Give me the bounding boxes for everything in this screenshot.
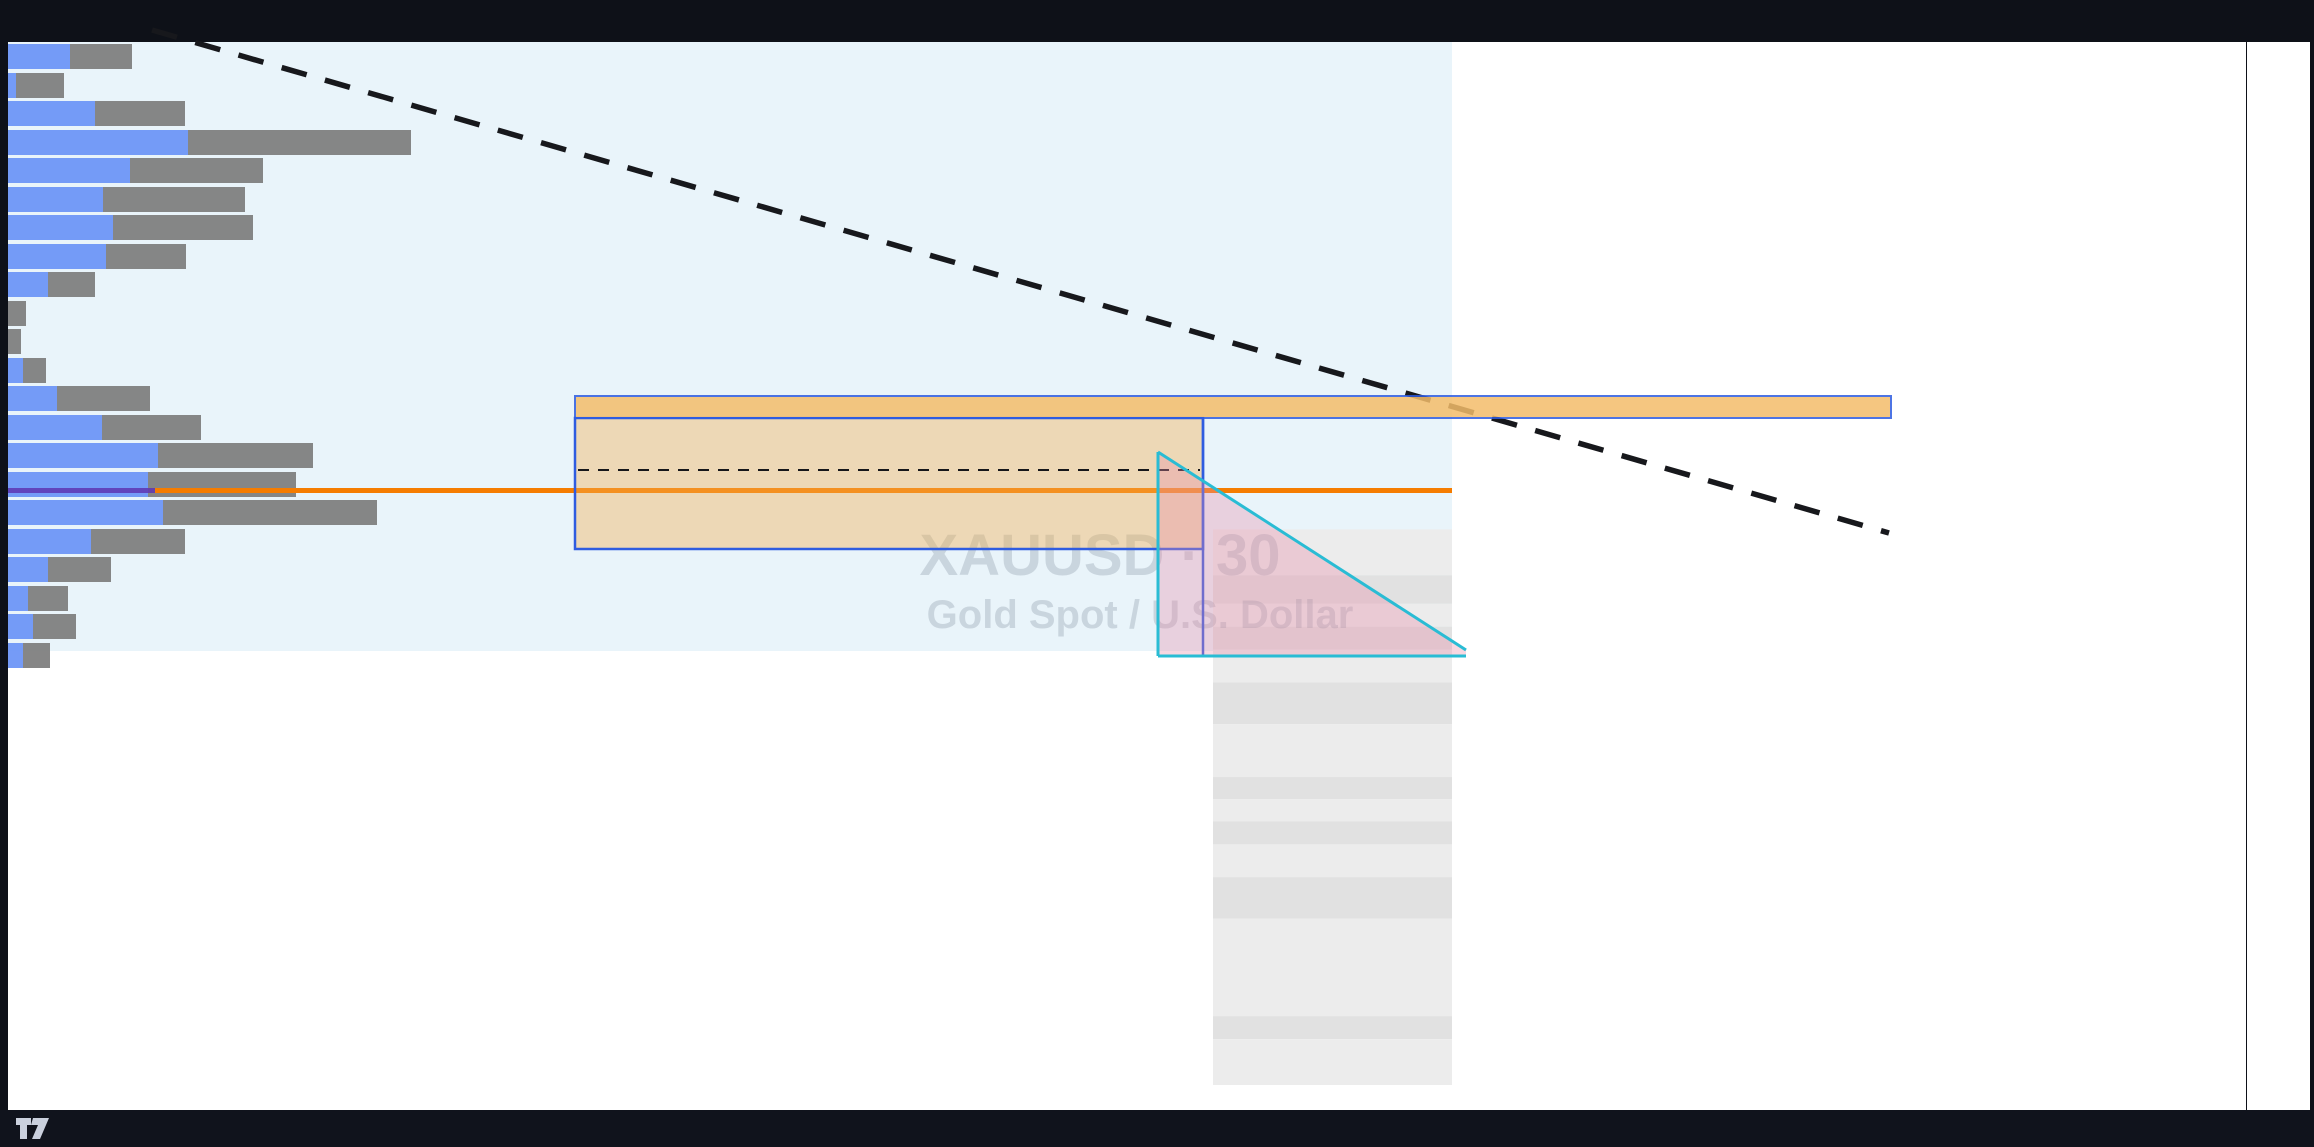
volume-profile-bar-gray — [23, 358, 46, 383]
fib-extension-stripe — [1213, 1039, 1452, 1085]
volume-profile-bar-gray — [95, 101, 185, 126]
fib-extension-stripe — [1213, 529, 1452, 576]
descending-trendline[interactable] — [151, 27, 1890, 536]
volume-profile-bar-gray — [33, 614, 76, 639]
fib-extension-stripe — [1213, 777, 1452, 800]
volume-profile-bar-gray — [23, 643, 50, 668]
volume-profile-bar-gray — [163, 500, 377, 525]
volume-profile-bar-gray — [91, 529, 185, 554]
footer — [0, 1110, 2314, 1147]
volume-profile-bar-gray — [28, 586, 68, 611]
volume-profile-bar-blue — [8, 386, 57, 411]
volume-profile-bar-gray — [16, 73, 64, 98]
fib-extension-stripe — [1213, 575, 1452, 604]
volume-profile-bar-blue — [8, 614, 33, 639]
fib-extension-stripe — [1213, 844, 1452, 878]
volume-profile-bar-gray — [106, 244, 186, 269]
volume-profile-bar-blue — [8, 130, 188, 155]
volume-profile-bar-blue — [8, 643, 23, 668]
volume-profile-bar-blue — [8, 272, 48, 297]
poc-line-purple[interactable] — [8, 488, 155, 493]
fib-extension-stripe — [1213, 877, 1452, 919]
volume-profile-bar-blue — [8, 557, 48, 582]
volume-profile-bar-gray — [102, 415, 201, 440]
zone-band-4,098.758[interactable] — [574, 395, 1892, 419]
fib-extension-stripe — [1213, 603, 1452, 627]
fib-extension-stripe — [1213, 918, 1452, 1017]
volume-profile-bar-gray — [130, 158, 263, 183]
watermark-symbol: XAUUSD · 30 — [920, 523, 1281, 588]
volume-profile-bar-blue — [8, 187, 103, 212]
volume-profile-bar-blue — [8, 500, 163, 525]
fib-extension-stripe — [1213, 821, 1452, 845]
volume-profile-bar-gray — [158, 443, 313, 468]
volume-profile-bar-blue — [8, 472, 148, 497]
volume-profile-bar-blue — [8, 415, 102, 440]
volume-profile-bar-blue — [8, 101, 95, 126]
volume-profile-bar-blue — [8, 44, 70, 69]
volume-profile-bar-blue — [8, 244, 106, 269]
volume-profile-bar-blue — [8, 158, 130, 183]
volume-profile-bar-gray — [70, 44, 132, 69]
volume-profile-bar-blue — [8, 358, 23, 383]
consolidation-box[interactable] — [573, 416, 1205, 551]
fib-extension-stripe — [1213, 1016, 1452, 1040]
volume-profile-bar-gray — [8, 329, 21, 354]
tradingview-logo-icon — [16, 1118, 49, 1139]
volume-profile-bar-gray — [103, 187, 245, 212]
fib-extension-stripe — [1213, 682, 1452, 725]
volume-profile-bar-gray — [48, 557, 111, 582]
fib-extension-stripe — [1213, 626, 1452, 650]
volume-profile-bar-gray — [8, 301, 26, 326]
volume-profile-bar-gray — [148, 472, 296, 497]
orange-level-line[interactable] — [155, 488, 1452, 493]
volume-profile-bar-blue — [8, 586, 28, 611]
volume-profile-bar-gray — [48, 272, 95, 297]
volume-profile-bar-gray — [113, 215, 253, 240]
fib-extension-stripe — [1213, 799, 1452, 822]
volume-profile-bar-gray — [57, 386, 150, 411]
fib-extension-stripe — [1213, 724, 1452, 778]
volume-profile-bar-blue — [8, 73, 16, 98]
price-axis-pane[interactable] — [2247, 42, 2310, 1110]
volume-profile-bar-blue — [8, 215, 113, 240]
volume-profile-bar-blue — [8, 529, 91, 554]
wedge-hypotenuse[interactable] — [1157, 450, 1467, 652]
volume-profile-bar-gray — [188, 130, 411, 155]
watermark-description: Gold Spot / U.S. Dollar — [927, 593, 1354, 637]
volume-profile-bar-blue — [8, 443, 158, 468]
